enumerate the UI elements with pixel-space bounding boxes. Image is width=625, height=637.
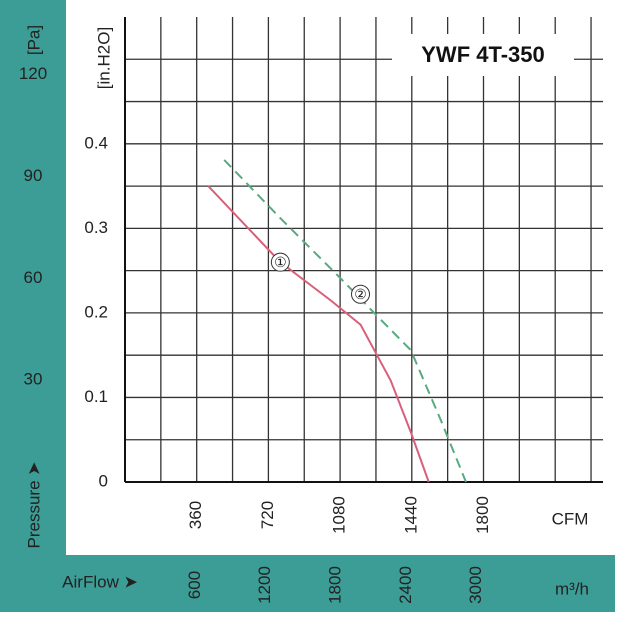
- x2-axis-title: AirFlow ➤: [62, 572, 138, 591]
- x2-tick-label: 2400: [396, 566, 415, 604]
- x2-tick-label: 1800: [325, 566, 344, 604]
- curve: [223, 159, 467, 483]
- x-label: CFM: [552, 509, 589, 528]
- x2-tick-label: 3000: [466, 566, 485, 604]
- y2-tick-label: 60: [24, 268, 43, 287]
- x-tick-label: 720: [258, 501, 277, 529]
- y-tick-label: 0.3: [84, 218, 108, 237]
- title-box: [392, 34, 574, 76]
- x2-tick-label: 1200: [255, 566, 274, 604]
- y2-axis-title: Pressure ➤: [24, 462, 43, 549]
- y-label: [in.H2O]: [94, 27, 113, 89]
- left-band: [0, 0, 66, 612]
- y2-tick-label: 90: [24, 166, 43, 185]
- x-tick-label: 360: [186, 501, 205, 529]
- y-tick-label: 0.4: [84, 133, 108, 152]
- legend-marker: [350, 284, 370, 304]
- x2-label: m³/h: [555, 579, 589, 598]
- x-tick-label: 1440: [401, 496, 420, 534]
- y2-label: [Pa]: [24, 25, 43, 55]
- y2-tick-label: 120: [19, 64, 47, 83]
- legend-label: ②: [354, 286, 367, 302]
- y-tick-label: 0: [99, 471, 108, 490]
- y2-tick-label: 30: [24, 370, 43, 389]
- x-tick-label: 1080: [330, 496, 349, 534]
- y-tick-label: 0.1: [84, 387, 108, 406]
- x-tick-label: 1800: [473, 496, 492, 534]
- chart-title: YWF 4T-350: [421, 42, 544, 67]
- legend-label: ①: [274, 254, 287, 270]
- x2-tick-label: 600: [185, 571, 204, 599]
- legend-marker: [270, 252, 290, 272]
- bottom-band: [0, 555, 615, 612]
- y-tick-label: 0.2: [84, 302, 108, 321]
